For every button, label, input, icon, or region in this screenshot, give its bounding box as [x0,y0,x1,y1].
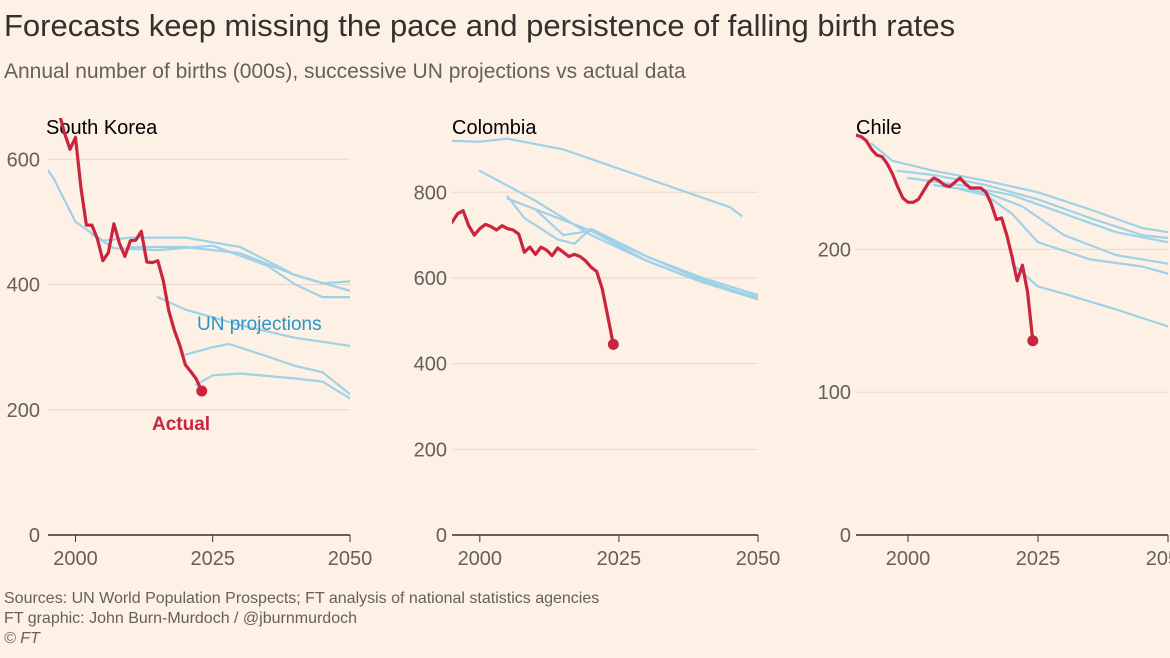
y-tick-label: 0 [436,525,447,547]
y-tick-label: 200 [818,239,851,261]
y-tick-label: 200 [414,439,447,461]
chart-subtitle: Annual number of births (000s), successi… [4,60,686,83]
projection-line-6 [1010,262,1168,328]
projection-line-3 [129,245,350,292]
y-tick-label: 600 [414,268,447,290]
panel-title: South Korea [46,117,158,139]
x-tick-label: 2050 [328,548,373,570]
projection-line-1 [870,142,1168,234]
projection-line-4 [932,184,1168,265]
projection-line-4 [156,296,350,347]
y-tick-label: 800 [414,182,447,204]
projection-line-6 [195,372,350,400]
graphic-credit: FT graphic: John Burn-Murdoch / @jburnmu… [4,610,357,627]
x-tick-label: 2050 [1146,548,1170,570]
panel-colombia: Colombia 0 200 400 600 800 2000 2025 2050 [414,117,781,570]
x-tick-label: 2025 [1016,548,1061,570]
actual-line [452,209,615,346]
y-tick-label: 600 [7,149,40,171]
projection-line-2 [478,169,758,301]
panel-south-korea: South Korea 0 200 400 600 2000 2025 2050 UN proj… [7,117,373,570]
actual-endpoint [607,338,619,350]
actual-line [856,133,1035,343]
y-tick-label: 400 [414,354,447,376]
footer: Sources: UN World Population Prospects; … [4,589,599,649]
y-tick-label: 0 [29,525,40,547]
actual-endpoint [1027,335,1039,347]
x-tick-label: 2025 [597,548,642,570]
x-tick-label: 2000 [53,548,98,570]
x-tick-label: 2000 [886,548,931,570]
projection-line-5 [184,342,350,396]
y-tick-label: 200 [7,400,40,422]
actual-line [58,118,204,393]
projection-line-5 [534,208,758,300]
projection-line-1 [452,137,743,217]
actual-label: Actual [152,414,210,435]
panel-title: Colombia [452,117,537,139]
y-tick-label: 0 [840,525,851,547]
panel-title: Chile [856,117,902,139]
x-tick-label: 2050 [736,548,781,570]
y-tick-label: 400 [7,275,40,297]
projection-line-2 [896,169,1168,240]
panel-chile: Chile 0 100 200 2000 2025 2050 [818,117,1170,570]
sources-note: Sources: UN World Population Prospects; … [4,590,600,607]
x-tick-label: 2025 [190,548,235,570]
projection-line-4 [506,195,758,297]
chart-title: Forecasts keep missing the pace and pers… [4,8,956,43]
projections-label: UN projections [197,314,322,335]
x-tick-label: 2000 [458,548,503,570]
y-tick-label: 100 [818,382,851,404]
copyright-note: © FT [4,630,40,647]
actual-endpoint [196,385,208,397]
